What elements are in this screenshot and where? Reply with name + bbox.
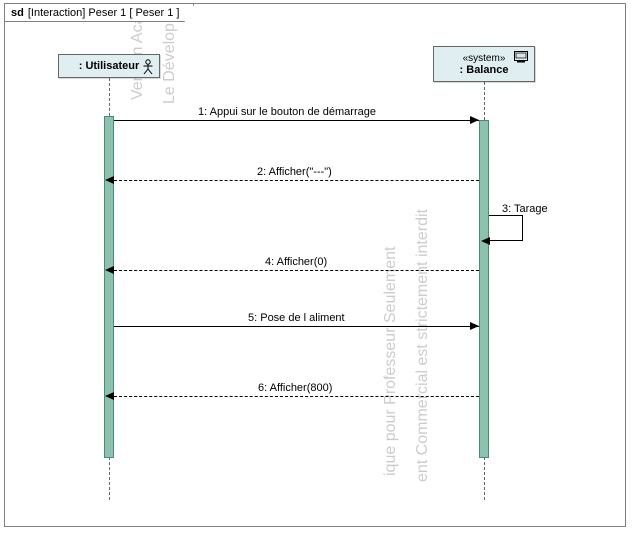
activation-balance: [479, 120, 489, 458]
arrow-head-icon: [470, 322, 479, 330]
message-arrow: [114, 326, 479, 327]
message-label: 2: Afficher("---"): [257, 166, 332, 178]
message-arrow: [114, 270, 479, 271]
arrow-head-icon: [470, 116, 479, 124]
message-self-call: [489, 215, 523, 241]
message-label: 6: Afficher(800): [258, 382, 332, 394]
sequence-diagram-canvas: Version Aca Le Dévelop ique pour Profess…: [0, 0, 636, 536]
frame-kind: sd: [11, 7, 24, 19]
arrow-head-icon: [481, 237, 490, 245]
lifeline-name: : Balance: [460, 64, 509, 76]
arrow-head-icon: [105, 176, 114, 184]
lifeline-stereotype: «system»: [463, 53, 506, 64]
arrow-head-icon: [105, 392, 114, 400]
lifeline-name: : Utilisateur: [79, 60, 140, 72]
activation-utilisateur: [104, 116, 114, 458]
message-label: 5: Pose de l aliment: [248, 312, 345, 324]
arrow-head-icon: [105, 266, 114, 274]
frame-title: [Interaction] Peser 1 [ Peser 1 ]: [28, 7, 180, 19]
frame-label: sd [Interaction] Peser 1 [ Peser 1 ]: [5, 4, 194, 22]
lifeline-head-utilisateur: : Utilisateur: [58, 54, 160, 78]
message-arrow: [114, 396, 479, 397]
message-label: 1: Appui sur le bouton de démarrage: [198, 106, 376, 118]
component-icon: [514, 51, 530, 63]
lifeline-head-balance: «system» : Balance: [433, 46, 535, 82]
actor-icon: [141, 59, 155, 75]
message-label: 3: Tarage: [502, 203, 548, 215]
message-arrow: [114, 180, 479, 181]
message-label: 4: Afficher(0): [265, 256, 327, 268]
message-arrow: [114, 120, 479, 121]
